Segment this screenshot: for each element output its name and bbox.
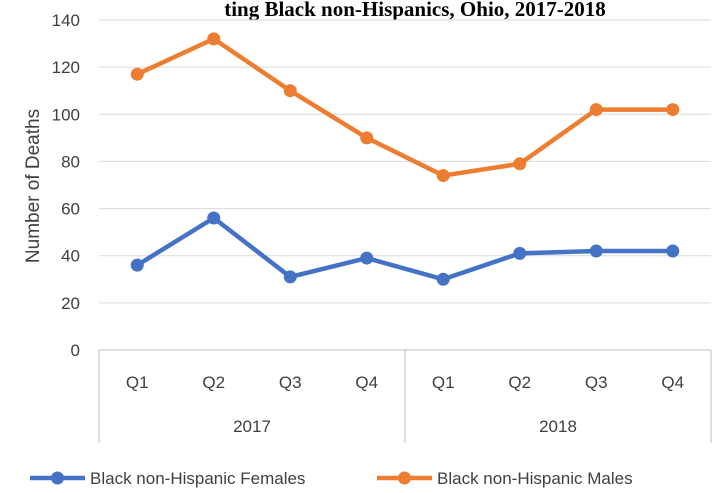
- y-tick-label: 20: [61, 294, 80, 313]
- y-tick-label: 0: [71, 341, 80, 360]
- data-point: [360, 251, 374, 265]
- data-point: [130, 67, 144, 81]
- y-axis-ticks: 0 20 40 60 80 100 120 140: [52, 11, 80, 360]
- series-line: [135, 36, 675, 178]
- x-tick-label: Q2: [202, 373, 225, 392]
- series-2: [130, 32, 680, 183]
- data-point: [436, 272, 450, 286]
- x-axis: Q1 Q2 Q3 Q4 Q1 Q2 Q3 Q4 2017 2018: [98, 349, 712, 443]
- x-tick-label: Q4: [661, 373, 684, 392]
- data-point: [589, 103, 603, 117]
- x-tick-label: Q1: [432, 373, 455, 392]
- y-tick-label: 120: [52, 58, 80, 77]
- data-point: [589, 244, 603, 258]
- data-point: [513, 157, 527, 171]
- x-tick-label: Q3: [585, 373, 608, 392]
- legend-label: Black non-Hispanic Females: [90, 469, 305, 488]
- data-point: [207, 32, 221, 46]
- y-tick-label: 100: [52, 105, 80, 124]
- data-point: [436, 169, 450, 183]
- data-point: [360, 131, 374, 145]
- x-tick-label: Q3: [279, 373, 302, 392]
- data-point: [666, 244, 680, 258]
- chart-title: ting Black non-Hispanics, Ohio, 2017-201…: [224, 0, 606, 21]
- legend-item: Black non-Hispanic Females: [30, 469, 305, 488]
- y-axis-title: Number of Deaths: [23, 109, 44, 263]
- data-point: [666, 103, 680, 117]
- data-point: [207, 211, 221, 225]
- x-group-label: 2017: [233, 417, 271, 436]
- legend-item: Black non-Hispanic Males: [377, 469, 633, 488]
- y-tick-label: 80: [61, 152, 80, 171]
- data-point: [130, 258, 144, 272]
- x-tick-label: Q1: [126, 373, 149, 392]
- data-point: [513, 246, 527, 260]
- x-group-label: 2018: [539, 417, 577, 436]
- series-line: [135, 215, 675, 282]
- legend-label: Black non-Hispanic Males: [437, 469, 633, 488]
- legend: Black non-Hispanic Females Black non-Hisp…: [30, 469, 633, 488]
- y-tick-label: 60: [61, 200, 80, 219]
- data-point: [283, 84, 297, 98]
- data-point: [283, 270, 297, 284]
- y-tick-label: 140: [52, 11, 80, 30]
- series-layer: [130, 32, 680, 286]
- x-tick-label: Q2: [508, 373, 531, 392]
- gridlines: [99, 19, 711, 304]
- y-tick-label: 40: [61, 247, 80, 266]
- legend-swatch-marker: [398, 471, 411, 485]
- series-1: [130, 211, 680, 286]
- x-tick-label: Q4: [355, 373, 378, 392]
- legend-swatch-marker: [51, 471, 64, 485]
